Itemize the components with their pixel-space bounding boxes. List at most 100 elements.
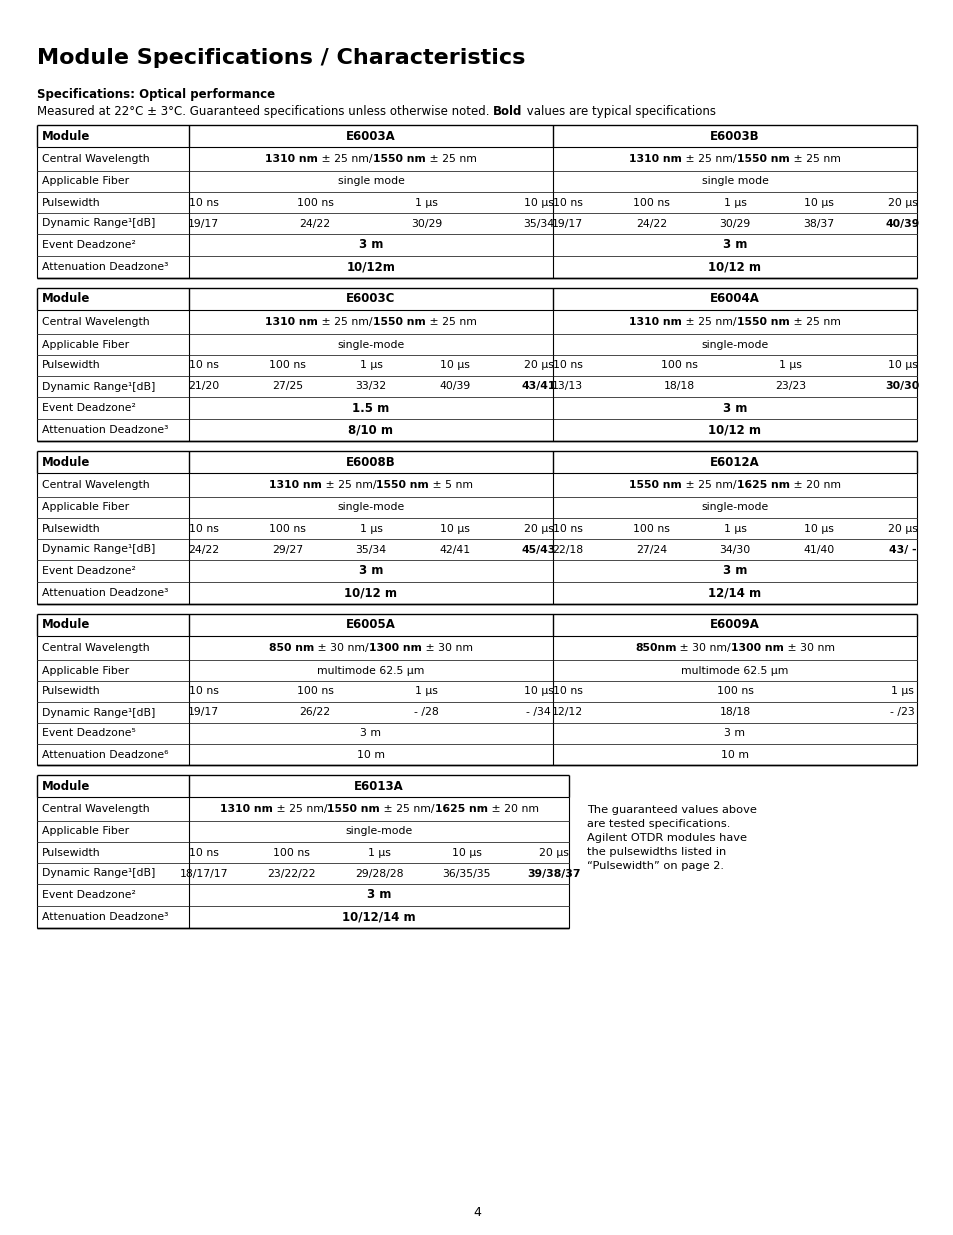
Text: 20 μs: 20 μs xyxy=(523,361,553,370)
Text: ± 25 nm/: ± 25 nm/ xyxy=(379,804,434,814)
Text: 10 m: 10 m xyxy=(356,750,385,760)
Text: Pulsewidth: Pulsewidth xyxy=(42,361,100,370)
Text: 39/38/37: 39/38/37 xyxy=(527,868,580,878)
Text: 10 ns: 10 ns xyxy=(189,847,219,857)
Text: 20 μs: 20 μs xyxy=(523,524,553,534)
Text: 23/23: 23/23 xyxy=(775,382,805,391)
Text: 19/17: 19/17 xyxy=(188,219,219,228)
Text: Pulsewidth: Pulsewidth xyxy=(42,198,100,207)
Text: 10/12m: 10/12m xyxy=(346,261,395,273)
Text: 40/39: 40/39 xyxy=(438,382,470,391)
Text: 1300 nm: 1300 nm xyxy=(730,643,783,653)
Text: 10 ns: 10 ns xyxy=(552,198,582,207)
Text: ± 25 nm/: ± 25 nm/ xyxy=(681,154,736,164)
Text: 10 μs: 10 μs xyxy=(439,524,469,534)
Text: Central Wavelength: Central Wavelength xyxy=(42,154,150,164)
Text: Module: Module xyxy=(42,293,91,305)
Text: 24/22: 24/22 xyxy=(188,545,219,555)
Text: 22/18: 22/18 xyxy=(552,545,582,555)
Text: 36/35/35: 36/35/35 xyxy=(442,868,491,878)
Text: Event Deadzone²: Event Deadzone² xyxy=(42,566,135,576)
Text: E6004A: E6004A xyxy=(709,293,760,305)
Text: Measured at 22°C ± 3°C. Guaranteed specifications unless otherwise noted.: Measured at 22°C ± 3°C. Guaranteed speci… xyxy=(37,105,493,119)
Text: 1310 nm: 1310 nm xyxy=(629,317,681,327)
Text: 10/12 m: 10/12 m xyxy=(344,587,397,599)
Text: Dynamic Range¹[dB]: Dynamic Range¹[dB] xyxy=(42,868,155,878)
Text: single-mode: single-mode xyxy=(345,826,413,836)
Text: 1 μs: 1 μs xyxy=(367,847,390,857)
Text: 1300 nm: 1300 nm xyxy=(369,643,421,653)
Text: ± 25 nm/: ± 25 nm/ xyxy=(318,317,373,327)
Text: Module: Module xyxy=(42,456,91,468)
Text: 10 ns: 10 ns xyxy=(189,198,218,207)
Text: 10 m: 10 m xyxy=(720,750,748,760)
Text: 100 ns: 100 ns xyxy=(632,198,669,207)
Text: Agilent OTDR modules have: Agilent OTDR modules have xyxy=(587,832,746,844)
Text: 1 μs: 1 μs xyxy=(779,361,801,370)
Text: 21/20: 21/20 xyxy=(188,382,219,391)
Text: 35/34: 35/34 xyxy=(522,219,554,228)
Text: 3 m: 3 m xyxy=(367,888,391,902)
Text: Applicable Fiber: Applicable Fiber xyxy=(42,666,129,676)
Text: Dynamic Range¹[dB]: Dynamic Range¹[dB] xyxy=(42,545,155,555)
Text: E6012A: E6012A xyxy=(709,456,760,468)
Text: Central Wavelength: Central Wavelength xyxy=(42,643,150,653)
Text: 43/ -: 43/ - xyxy=(887,545,915,555)
Text: 41/40: 41/40 xyxy=(802,545,834,555)
Text: 1 μs: 1 μs xyxy=(359,361,382,370)
Text: Applicable Fiber: Applicable Fiber xyxy=(42,340,129,350)
Text: 43/41: 43/41 xyxy=(520,382,555,391)
Text: 3 m: 3 m xyxy=(358,238,383,252)
Text: 850nm: 850nm xyxy=(635,643,676,653)
Text: Module: Module xyxy=(42,130,91,142)
Text: 42/41: 42/41 xyxy=(438,545,470,555)
Text: Applicable Fiber: Applicable Fiber xyxy=(42,503,129,513)
Text: ± 30 nm/: ± 30 nm/ xyxy=(314,643,369,653)
Text: ± 25 nm: ± 25 nm xyxy=(425,317,476,327)
Text: Dynamic Range¹[dB]: Dynamic Range¹[dB] xyxy=(42,382,155,391)
Text: 850 nm: 850 nm xyxy=(269,643,314,653)
Text: ± 30 nm/: ± 30 nm/ xyxy=(676,643,730,653)
Text: 3 m: 3 m xyxy=(358,564,383,578)
Text: 1550 nm: 1550 nm xyxy=(736,317,789,327)
Text: 18/17/17: 18/17/17 xyxy=(180,868,228,878)
Text: 38/37: 38/37 xyxy=(802,219,834,228)
Text: 10 ns: 10 ns xyxy=(552,361,582,370)
Text: 30/30: 30/30 xyxy=(884,382,919,391)
Text: 10 μs: 10 μs xyxy=(523,198,553,207)
Text: 10 μs: 10 μs xyxy=(439,361,469,370)
Text: Attenuation Deadzone³: Attenuation Deadzone³ xyxy=(42,588,168,598)
Text: 34/30: 34/30 xyxy=(719,545,750,555)
Text: 10 μs: 10 μs xyxy=(803,524,833,534)
Text: 100 ns: 100 ns xyxy=(296,687,334,697)
Text: E6003C: E6003C xyxy=(346,293,395,305)
Text: 1550 nm: 1550 nm xyxy=(629,480,681,490)
Text: 23/22/22: 23/22/22 xyxy=(267,868,315,878)
Text: E6003B: E6003B xyxy=(709,130,759,142)
Text: 1310 nm: 1310 nm xyxy=(219,804,273,814)
Text: 29/27: 29/27 xyxy=(272,545,302,555)
Text: 1 μs: 1 μs xyxy=(359,524,382,534)
Text: 18/18: 18/18 xyxy=(663,382,694,391)
Text: Bold: Bold xyxy=(493,105,522,119)
Text: “Pulsewidth” on page 2.: “Pulsewidth” on page 2. xyxy=(587,861,723,871)
Text: Central Wavelength: Central Wavelength xyxy=(42,804,150,814)
Text: Central Wavelength: Central Wavelength xyxy=(42,480,150,490)
Text: 18/18: 18/18 xyxy=(719,708,750,718)
Text: - /28: - /28 xyxy=(414,708,438,718)
Text: 24/22: 24/22 xyxy=(299,219,331,228)
Text: 1310 nm: 1310 nm xyxy=(265,154,318,164)
Text: E6008B: E6008B xyxy=(346,456,395,468)
Text: Attenuation Deadzone⁶: Attenuation Deadzone⁶ xyxy=(42,750,169,760)
Text: Module: Module xyxy=(42,779,91,793)
Text: Attenuation Deadzone³: Attenuation Deadzone³ xyxy=(42,262,168,272)
Text: 1625 nm: 1625 nm xyxy=(736,480,789,490)
Text: values are typical specifications: values are typical specifications xyxy=(522,105,715,119)
Text: multimode 62.5 μm: multimode 62.5 μm xyxy=(317,666,424,676)
Text: 100 ns: 100 ns xyxy=(269,361,305,370)
Text: 10 ns: 10 ns xyxy=(189,524,218,534)
Text: single mode: single mode xyxy=(700,177,767,186)
Text: single-mode: single-mode xyxy=(337,503,404,513)
Text: 100 ns: 100 ns xyxy=(296,198,334,207)
Text: 1 μs: 1 μs xyxy=(415,198,437,207)
